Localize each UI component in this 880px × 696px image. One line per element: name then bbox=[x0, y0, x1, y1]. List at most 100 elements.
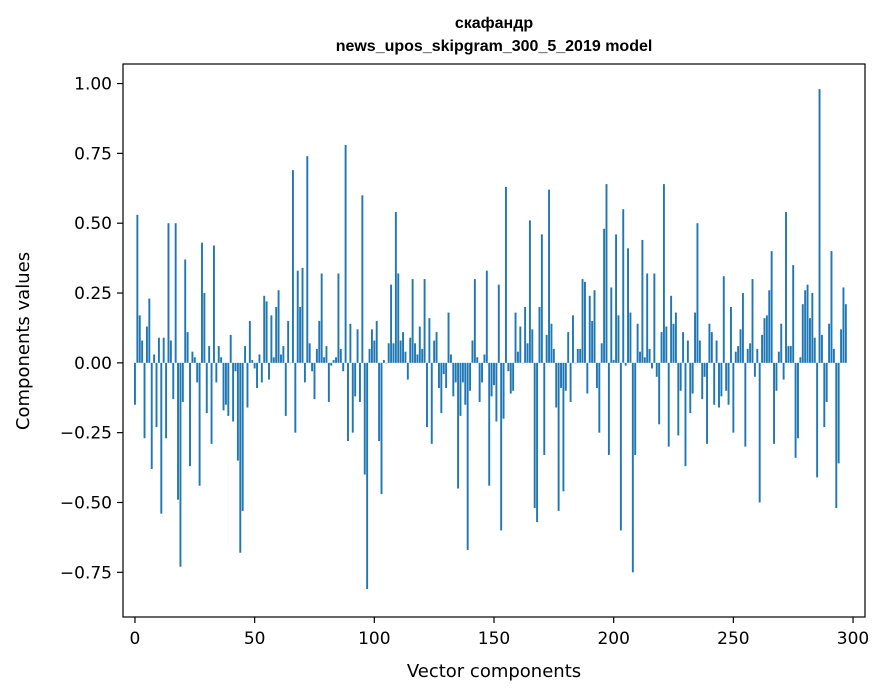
x-axis-ticks: 0 50 100 150 200 250 300 bbox=[130, 617, 869, 649]
chart-subtitle: news_upos_skipgram_300_5_2019 model bbox=[336, 38, 653, 55]
bar-4 bbox=[143, 362, 146, 439]
bar-214 bbox=[646, 273, 649, 363]
bar-150 bbox=[493, 362, 495, 386]
bar-51 bbox=[256, 362, 258, 388]
bar-10 bbox=[157, 337, 160, 363]
bar-45 bbox=[241, 362, 244, 511]
bar-15 bbox=[169, 340, 172, 363]
bar-245 bbox=[720, 362, 723, 397]
bar-13 bbox=[165, 362, 168, 439]
bar-276 bbox=[794, 362, 797, 458]
bar-94 bbox=[359, 362, 361, 402]
bar-64 bbox=[287, 320, 290, 363]
bar-90 bbox=[349, 323, 352, 363]
bar-141 bbox=[471, 340, 474, 363]
bar-234 bbox=[694, 312, 697, 363]
bar-58 bbox=[272, 357, 275, 363]
bar-76 bbox=[315, 348, 318, 363]
bar-95 bbox=[361, 195, 364, 363]
bar-53 bbox=[260, 362, 263, 383]
bar-123 bbox=[428, 318, 431, 363]
bar-67 bbox=[294, 362, 297, 433]
bar-85 bbox=[337, 273, 340, 363]
bar-270 bbox=[780, 323, 783, 363]
bar-145 bbox=[481, 362, 483, 383]
bar-88 bbox=[344, 144, 347, 363]
bar-188 bbox=[584, 281, 586, 363]
bar-223 bbox=[667, 362, 670, 447]
bar-131 bbox=[447, 312, 450, 363]
bar-282 bbox=[808, 318, 811, 363]
bar-231 bbox=[686, 340, 689, 363]
bar-189 bbox=[586, 362, 589, 394]
bar-272 bbox=[785, 212, 787, 363]
bar-297 bbox=[844, 304, 847, 363]
bar-269 bbox=[777, 351, 780, 363]
bar-49 bbox=[251, 360, 254, 363]
bar-33 bbox=[213, 245, 215, 363]
bar-254 bbox=[741, 293, 744, 363]
bar-71 bbox=[303, 362, 306, 383]
bar-290 bbox=[828, 323, 831, 363]
bar-142 bbox=[473, 279, 476, 363]
bar-166 bbox=[531, 329, 534, 363]
bar-183 bbox=[572, 315, 574, 363]
bar-238 bbox=[703, 362, 706, 377]
y-tick-label: −0.50 bbox=[60, 493, 112, 513]
bar-87 bbox=[342, 362, 345, 372]
bar-244 bbox=[718, 362, 720, 408]
bar-228 bbox=[679, 362, 682, 391]
y-axis-ticks: −0.75 −0.50 −0.25 0.00 0.25 0.50 0.75 1.00 bbox=[60, 75, 123, 583]
bar-129 bbox=[442, 362, 445, 375]
bar-16 bbox=[172, 362, 175, 400]
bar-139 bbox=[466, 362, 469, 550]
bar-37 bbox=[222, 362, 225, 411]
bar-294 bbox=[837, 362, 840, 464]
bar-164 bbox=[526, 343, 529, 363]
bar-155 bbox=[505, 186, 507, 363]
bar-194 bbox=[598, 362, 601, 433]
bar-240 bbox=[708, 323, 711, 363]
bar-193 bbox=[595, 362, 598, 388]
bar-287 bbox=[820, 334, 823, 363]
bar-187 bbox=[581, 279, 584, 363]
bar-256 bbox=[746, 348, 749, 363]
bar-23 bbox=[189, 362, 191, 467]
bar-253 bbox=[739, 329, 742, 363]
bar-285 bbox=[816, 362, 819, 478]
bar-278 bbox=[799, 357, 802, 363]
bar-296 bbox=[842, 287, 845, 363]
bar-36 bbox=[220, 357, 223, 363]
bar-251 bbox=[734, 351, 737, 363]
bar-75 bbox=[313, 362, 316, 400]
bar-172 bbox=[545, 334, 548, 363]
bar-239 bbox=[706, 362, 708, 444]
bar-146 bbox=[483, 354, 486, 363]
bar-80 bbox=[325, 346, 328, 363]
bar-293 bbox=[835, 362, 838, 509]
bar-40 bbox=[229, 334, 232, 363]
bar-125 bbox=[433, 340, 436, 363]
bar-46 bbox=[244, 346, 247, 363]
bar-47 bbox=[246, 362, 249, 408]
bar-212 bbox=[641, 239, 644, 363]
bar-265 bbox=[768, 290, 771, 363]
chart-title: скафандр bbox=[455, 15, 534, 32]
bar-259 bbox=[753, 362, 756, 377]
bar-179 bbox=[562, 362, 565, 492]
bar-213 bbox=[643, 357, 646, 363]
bar-93 bbox=[356, 329, 359, 363]
bar-211 bbox=[639, 351, 641, 363]
bar-230 bbox=[684, 362, 687, 467]
bar-144 bbox=[478, 362, 481, 402]
bar-54 bbox=[263, 295, 266, 363]
bar-30 bbox=[205, 362, 208, 414]
bar-181 bbox=[567, 332, 570, 363]
bar-136 bbox=[459, 362, 462, 416]
bar-42 bbox=[234, 362, 237, 372]
bar-92 bbox=[354, 362, 357, 397]
bar-180 bbox=[564, 362, 567, 391]
bar-169 bbox=[538, 306, 541, 363]
bar-163 bbox=[524, 306, 527, 363]
bar-35 bbox=[217, 346, 220, 363]
